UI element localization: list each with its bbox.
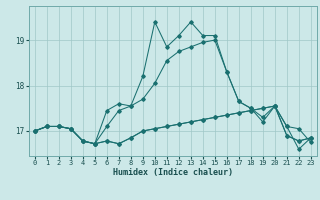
X-axis label: Humidex (Indice chaleur): Humidex (Indice chaleur) <box>113 168 233 177</box>
